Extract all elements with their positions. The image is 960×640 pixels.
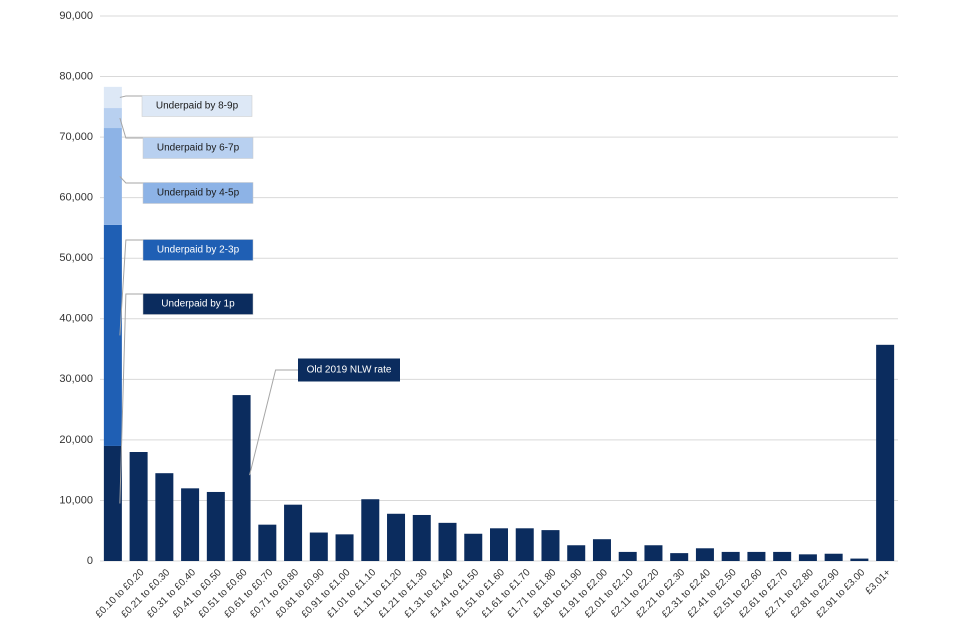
bar <box>103 224 122 446</box>
bar <box>181 488 200 561</box>
legend-box <box>142 137 254 159</box>
x-tick-label: £3.01+ <box>864 567 894 597</box>
bar <box>232 395 251 561</box>
bar <box>258 524 277 561</box>
legend-label: Underpaid by 2-3p <box>157 245 240 256</box>
connector <box>119 176 143 184</box>
y-tick-label: 90,000 <box>59 10 93 22</box>
bar <box>850 558 869 561</box>
bar <box>361 499 380 561</box>
bar <box>103 108 122 129</box>
y-tick-label: 40,000 <box>59 313 93 325</box>
bar <box>798 554 817 561</box>
legend-box <box>141 95 253 117</box>
y-tick-label: 30,000 <box>59 373 93 385</box>
bar <box>824 553 843 561</box>
connector <box>119 117 143 139</box>
bar <box>284 504 303 561</box>
bar <box>438 522 457 561</box>
bar <box>103 128 122 225</box>
bar <box>618 551 637 561</box>
connector <box>249 369 298 476</box>
bar <box>309 532 328 561</box>
bar <box>592 539 611 561</box>
bar <box>670 553 689 561</box>
bar <box>129 452 148 561</box>
legend-label: Underpaid by 4-5p <box>157 188 240 199</box>
bar <box>747 551 766 561</box>
bar <box>644 545 663 561</box>
connector <box>119 239 143 336</box>
legend-label: Underpaid by 1p <box>161 299 235 310</box>
y-tick-label: 60,000 <box>59 192 93 204</box>
bar <box>103 86 122 109</box>
annotation: Old 2019 NLW rate <box>307 365 392 376</box>
bar <box>695 548 714 561</box>
y-tick-label: 80,000 <box>59 70 93 82</box>
bar <box>515 528 534 561</box>
bar <box>155 473 174 561</box>
legend-label: Underpaid by 8-9p <box>156 101 239 112</box>
legend-label: Underpaid by 6-7p <box>157 143 240 154</box>
bar <box>464 533 483 561</box>
bar <box>721 551 740 561</box>
bar <box>541 530 560 561</box>
connector <box>119 95 142 98</box>
legend-box <box>142 293 254 315</box>
y-tick-label: 20,000 <box>59 434 93 446</box>
y-tick-label: 0 <box>87 555 93 567</box>
connector <box>119 293 143 504</box>
bar <box>387 513 406 561</box>
bar <box>206 491 225 561</box>
bar <box>773 551 792 561</box>
y-tick-label: 50,000 <box>59 252 93 264</box>
annotation-box <box>298 358 400 382</box>
y-tick-label: 70,000 <box>59 131 93 143</box>
bar <box>490 528 508 561</box>
bar <box>876 344 895 561</box>
legend-box <box>142 182 254 204</box>
bar <box>103 445 122 561</box>
bar <box>335 534 354 561</box>
legend-box <box>142 239 254 261</box>
y-tick-label: 10,000 <box>59 494 93 506</box>
bar <box>412 514 431 561</box>
bar <box>567 545 586 561</box>
